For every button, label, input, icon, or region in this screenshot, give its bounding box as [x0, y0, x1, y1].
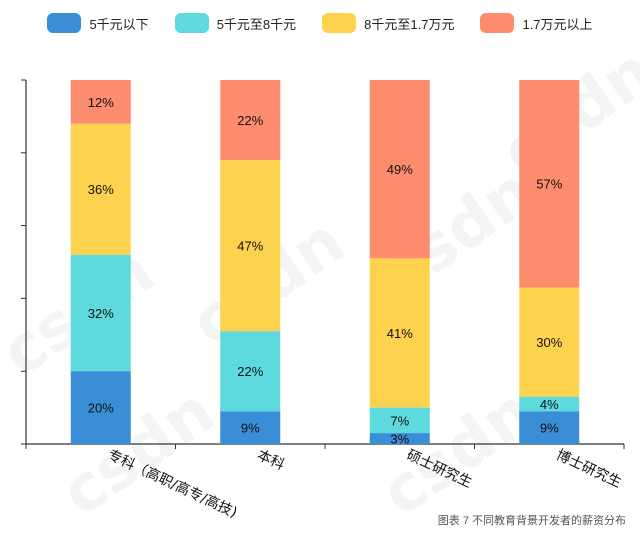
bar-segment-3-1	[519, 396, 580, 412]
bar-segment-0-0	[70, 371, 131, 444]
chart-caption: 图表 7 不同教育背景开发者的薪资分布	[437, 515, 626, 527]
bar-segment-1-1	[220, 331, 281, 412]
data-label: 3%	[390, 432, 409, 447]
data-label: 57%	[536, 177, 562, 192]
x-tick-label: 本科	[255, 447, 287, 473]
data-label: 41%	[387, 326, 413, 341]
x-tick-label: 博士研究生	[554, 446, 625, 491]
legend-swatch	[480, 13, 515, 33]
bar-segment-3-3	[519, 80, 580, 288]
legend-label: 5千元至8千元	[216, 16, 297, 32]
legend-swatch	[47, 13, 82, 33]
data-label: 47%	[237, 239, 263, 254]
bar-segment-2-3	[369, 80, 430, 259]
legend-item-0[interactable]: 5千元以下	[47, 13, 149, 33]
bar-segment-2-2	[369, 258, 430, 408]
data-label: 49%	[387, 162, 413, 177]
bar-segment-0-3	[70, 80, 131, 124]
data-label: 36%	[88, 182, 114, 197]
legend-item-2[interactable]: 8千元至1.7万元	[322, 13, 454, 33]
legend-swatch	[174, 13, 209, 33]
bar-segment-1-3	[220, 80, 281, 161]
data-label: 22%	[237, 113, 263, 128]
legend-label: 8千元至1.7万元	[364, 16, 455, 32]
bar-segment-0-2	[70, 123, 131, 255]
data-label: 7%	[390, 413, 409, 428]
data-label: 12%	[88, 95, 114, 110]
data-label: 4%	[540, 397, 559, 412]
data-label: 22%	[237, 364, 263, 379]
legend: 5千元以下 5千元至8千元 8千元至1.7万元 1.7万元以上	[0, 10, 640, 36]
bar-segment-1-0	[220, 411, 281, 444]
bar-segment-2-1	[369, 407, 430, 434]
legend-item-3[interactable]: 1.7万元以上	[480, 13, 593, 33]
legend-label: 5千元以下	[89, 16, 149, 32]
data-label: 9%	[241, 421, 260, 436]
data-label: 30%	[536, 335, 562, 350]
legend-swatch	[322, 13, 357, 33]
data-label: 9%	[540, 421, 559, 436]
legend-label: 1.7万元以上	[522, 16, 593, 32]
legend-item-1[interactable]: 5千元至8千元	[174, 13, 297, 33]
bar-segment-0-1	[70, 254, 131, 372]
bar-segment-3-0	[519, 411, 580, 444]
bar-segment-3-2	[519, 287, 580, 397]
data-label: 20%	[88, 401, 114, 416]
bar-segment-1-2	[220, 160, 281, 332]
bar-segment-2-0	[369, 433, 430, 444]
data-label: 32%	[88, 306, 114, 321]
